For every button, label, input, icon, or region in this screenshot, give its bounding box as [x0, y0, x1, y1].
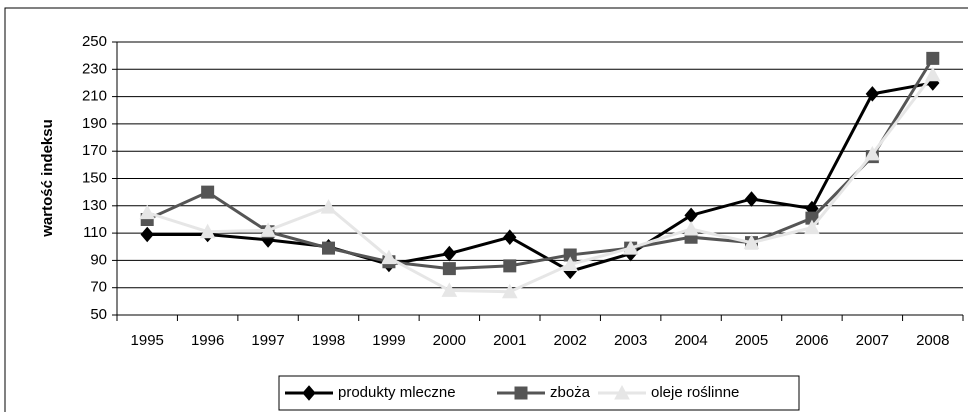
data-point: [503, 259, 517, 273]
y-tick-label: 150: [82, 169, 107, 186]
series-line: [147, 81, 934, 273]
x-tick-label: 1997: [251, 332, 284, 349]
series-line: [146, 73, 934, 294]
data-point: [804, 219, 820, 235]
data-point: [260, 222, 276, 237]
data-point: [139, 204, 156, 220]
y-tick-label: 130: [82, 197, 107, 214]
y-tick-label: 210: [82, 88, 107, 105]
x-tick-label: 2003: [614, 332, 647, 349]
y-tick-label: 50: [90, 306, 107, 323]
x-tick-label: 2001: [493, 332, 526, 349]
data-point: [924, 66, 941, 82]
data-point: [864, 145, 881, 161]
y-tick-label: 170: [82, 142, 107, 159]
x-tick-label: 2007: [856, 332, 889, 349]
x-tick-label: 2002: [554, 332, 587, 349]
x-tick-label: 1998: [312, 332, 345, 349]
data-point: [563, 248, 577, 262]
x-tick-label: 2000: [433, 332, 466, 349]
y-tick-label: 90: [90, 251, 107, 268]
data-point: [926, 51, 940, 65]
x-tick-label: 2008: [916, 332, 949, 349]
y-tick-label: 190: [82, 115, 107, 132]
y-tick-label: 110: [83, 224, 107, 241]
data-point: [322, 241, 335, 255]
data-point: [865, 86, 880, 102]
legend-marker: [514, 386, 528, 400]
x-tick-label: 1999: [372, 332, 405, 349]
data-point: [501, 283, 518, 299]
y-tick-label: 70: [90, 279, 107, 296]
legend-label: oleje roślinne: [651, 384, 739, 401]
data-point: [140, 226, 154, 243]
data-point: [622, 240, 639, 255]
legend-marker: [302, 385, 316, 401]
data-point: [320, 199, 337, 214]
x-tick-label: 1996: [191, 332, 224, 349]
legend-marker: [614, 384, 630, 400]
y-tick-label: 230: [82, 60, 107, 77]
data-point: [683, 220, 699, 236]
data-point: [684, 207, 698, 224]
data-point: [744, 191, 759, 207]
data-point: [199, 223, 216, 239]
x-tick-label: 1995: [131, 332, 164, 349]
y-tick-label: 250: [82, 33, 107, 50]
x-tick-label: 2004: [674, 332, 707, 349]
data-point: [442, 245, 457, 262]
chart-frame: [4, 7, 968, 412]
data-point: [441, 282, 458, 297]
data-point: [381, 249, 397, 265]
series-line: [146, 57, 935, 271]
x-tick-label: 2005: [735, 332, 768, 349]
legend-label: produkty mleczne: [338, 384, 456, 401]
data-point: [743, 234, 760, 250]
data-point: [562, 256, 579, 271]
data-point: [201, 185, 215, 199]
legend-label: zboża: [550, 384, 591, 401]
data-point: [442, 262, 456, 276]
data-point: [805, 211, 819, 225]
y-axis-label: wartość indeksu: [39, 119, 56, 238]
data-point: [503, 229, 517, 245]
x-tick-label: 2006: [795, 332, 828, 349]
